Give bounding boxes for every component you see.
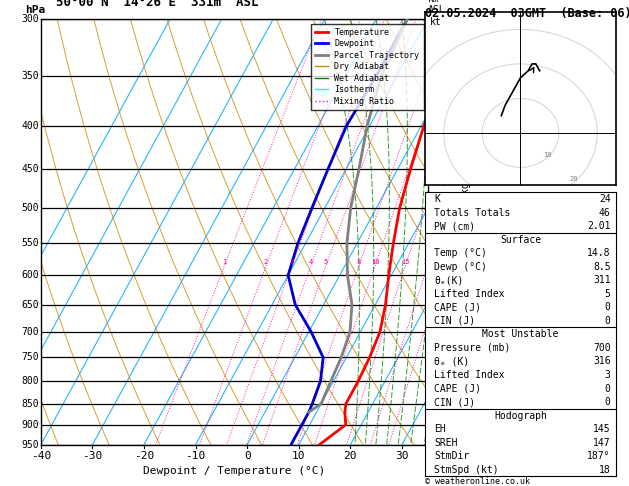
Text: CAPE (J): CAPE (J) <box>434 302 481 312</box>
Text: 7: 7 <box>428 80 435 89</box>
Text: 316: 316 <box>593 356 611 366</box>
Text: 950: 950 <box>21 440 39 450</box>
Text: Surface: Surface <box>500 235 541 244</box>
Text: LCL: LCL <box>428 412 443 421</box>
Text: Lifted Index: Lifted Index <box>434 289 504 299</box>
Text: 0: 0 <box>605 397 611 407</box>
Text: 8: 8 <box>357 259 361 264</box>
Text: 20: 20 <box>423 259 432 264</box>
Text: 500: 500 <box>21 203 39 213</box>
Text: -20: -20 <box>134 451 154 461</box>
Text: 14.8: 14.8 <box>587 248 611 258</box>
Text: 550: 550 <box>21 238 39 248</box>
Text: Dewpoint / Temperature (°C): Dewpoint / Temperature (°C) <box>143 466 325 476</box>
Text: 46: 46 <box>599 208 611 218</box>
Text: 650: 650 <box>21 300 39 310</box>
Text: 30: 30 <box>395 451 409 461</box>
Text: θₑ (K): θₑ (K) <box>434 356 469 366</box>
Text: Temp (°C): Temp (°C) <box>434 248 487 258</box>
Text: CIN (J): CIN (J) <box>434 397 476 407</box>
Text: 1: 1 <box>222 259 226 264</box>
Text: 10: 10 <box>292 451 306 461</box>
Text: Hodograph: Hodograph <box>494 411 547 420</box>
Text: 02.05.2024  03GMT  (Base: 06): 02.05.2024 03GMT (Base: 06) <box>425 7 629 20</box>
Text: 400: 400 <box>21 121 39 131</box>
Text: 147: 147 <box>593 438 611 448</box>
Text: 4: 4 <box>428 253 435 262</box>
Text: 2.01: 2.01 <box>587 221 611 231</box>
Text: © weatheronline.co.uk: © weatheronline.co.uk <box>425 477 530 486</box>
Text: 6: 6 <box>428 140 435 150</box>
Text: 3: 3 <box>605 370 611 380</box>
Text: K: K <box>434 194 440 204</box>
Text: 300: 300 <box>21 15 39 24</box>
Text: Dewp (°C): Dewp (°C) <box>434 261 487 272</box>
Text: 15: 15 <box>401 259 409 264</box>
Text: 20: 20 <box>570 176 579 182</box>
Text: 5: 5 <box>428 203 435 213</box>
Text: 0: 0 <box>605 383 611 394</box>
Text: CAPE (J): CAPE (J) <box>434 383 481 394</box>
Text: 350: 350 <box>21 71 39 81</box>
Text: 0: 0 <box>605 302 611 312</box>
Legend: Temperature, Dewpoint, Parcel Trajectory, Dry Adiabat, Wet Adiabat, Isotherm, Mi: Temperature, Dewpoint, Parcel Trajectory… <box>311 24 423 110</box>
Text: km
ASL: km ASL <box>428 0 445 15</box>
Text: 0: 0 <box>244 451 250 461</box>
Text: 187°: 187° <box>587 451 611 461</box>
Text: EH: EH <box>434 424 446 434</box>
Text: -10: -10 <box>186 451 206 461</box>
Text: 1: 1 <box>428 410 435 420</box>
Text: Most Unstable: Most Unstable <box>482 330 559 339</box>
Text: 2: 2 <box>428 355 435 365</box>
Text: 10: 10 <box>370 259 379 264</box>
Text: θₑ(K): θₑ(K) <box>434 275 464 285</box>
Text: 5: 5 <box>324 259 328 264</box>
Text: Pressure (mb): Pressure (mb) <box>434 343 511 353</box>
Text: 5: 5 <box>605 289 611 299</box>
Text: -40: -40 <box>31 451 51 461</box>
Text: StmSpd (kt): StmSpd (kt) <box>434 465 499 475</box>
Text: 311: 311 <box>593 275 611 285</box>
Text: CIN (J): CIN (J) <box>434 316 476 326</box>
Text: 50°00'N  14°26'E  331m  ASL: 50°00'N 14°26'E 331m ASL <box>56 0 258 9</box>
Text: 850: 850 <box>21 399 39 409</box>
Text: 800: 800 <box>21 376 39 386</box>
Text: 0: 0 <box>605 316 611 326</box>
Text: 145: 145 <box>593 424 611 434</box>
Text: Lifted Index: Lifted Index <box>434 370 504 380</box>
Text: 8: 8 <box>428 15 435 24</box>
Text: 450: 450 <box>21 164 39 174</box>
Text: 24: 24 <box>599 194 611 204</box>
Text: 2: 2 <box>264 259 268 264</box>
Text: SREH: SREH <box>434 438 458 448</box>
Text: kt: kt <box>430 17 442 27</box>
Text: 900: 900 <box>21 420 39 430</box>
Text: Mixing Ratio (g/kg): Mixing Ratio (g/kg) <box>462 176 471 288</box>
Text: 750: 750 <box>21 352 39 363</box>
Text: 8.5: 8.5 <box>593 261 611 272</box>
Text: hPa: hPa <box>25 5 46 15</box>
Text: 4: 4 <box>309 259 313 264</box>
Text: 20: 20 <box>343 451 357 461</box>
Text: 3: 3 <box>290 259 294 264</box>
Text: 3: 3 <box>428 301 435 311</box>
Text: 600: 600 <box>21 270 39 280</box>
Text: Totals Totals: Totals Totals <box>434 208 511 218</box>
Text: 700: 700 <box>21 327 39 337</box>
Text: -30: -30 <box>82 451 103 461</box>
Text: StmDir: StmDir <box>434 451 469 461</box>
Text: PW (cm): PW (cm) <box>434 221 476 231</box>
Text: 18: 18 <box>599 465 611 475</box>
Text: 700: 700 <box>593 343 611 353</box>
Text: 10: 10 <box>543 152 552 158</box>
